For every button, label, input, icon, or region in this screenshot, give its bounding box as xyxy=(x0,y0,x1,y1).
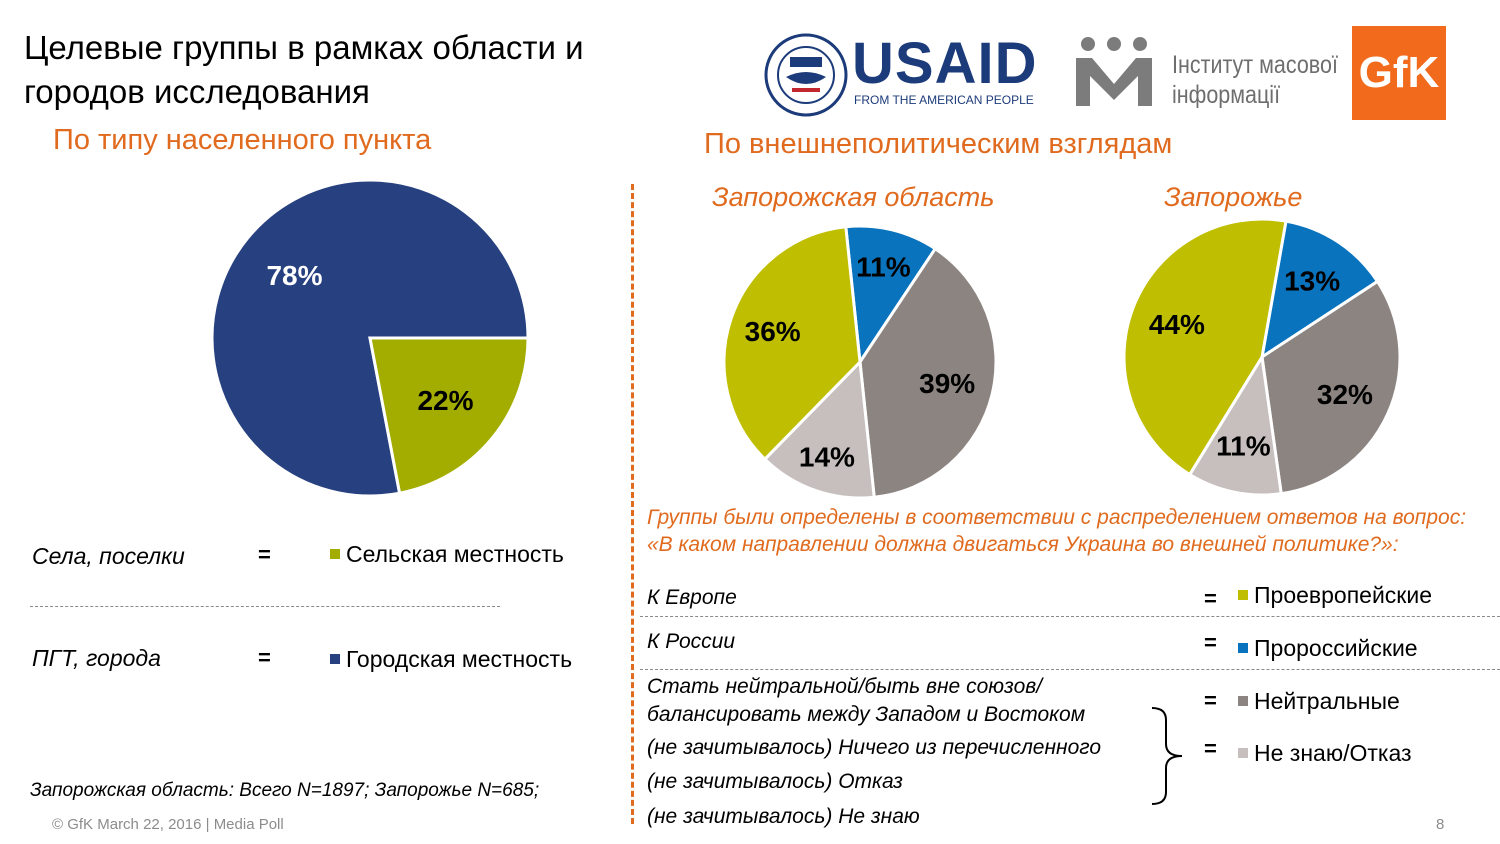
pie-slice xyxy=(210,178,530,498)
left-legend-label-urban: ПГТ, города xyxy=(32,645,161,671)
answer-refusal: (не зачитывалось) Отказ xyxy=(647,770,903,793)
page-number: 8 xyxy=(1436,816,1445,833)
page-title: Целевые группы в рамках области и городо… xyxy=(24,29,584,110)
eq-dk: = xyxy=(1204,736,1217,761)
left-legend-divider xyxy=(30,606,500,607)
pie-value-label: 11% xyxy=(856,251,911,282)
pie-chart-region: 11% 39% 14% 36% xyxy=(722,224,998,500)
pro-ru-swatch xyxy=(1238,643,1248,653)
right-divider-1 xyxy=(640,616,1500,617)
group-dk: Не знаю/Отказ xyxy=(1238,740,1412,767)
pie-chart-city: 13% 32% 11% 44% xyxy=(1122,217,1402,497)
imi-logo-icon xyxy=(1076,37,1152,106)
pie-value-label: 11% xyxy=(1216,431,1271,462)
answer-europe: К Европе xyxy=(647,586,737,609)
pie-title-city: Запорожье xyxy=(1164,182,1303,212)
dk-swatch xyxy=(1238,748,1248,758)
answer-neutral-line1: Стать нейтральной/быть вне союзов/ xyxy=(647,675,1043,698)
pie-slice xyxy=(1259,219,1380,361)
answer-neutral-line2: балансировать между Западом и Востоком xyxy=(647,703,1086,726)
right-divider-2 xyxy=(640,669,1500,670)
left-legend-item-urban: Городская местность xyxy=(330,646,572,673)
neutral-swatch xyxy=(1238,696,1248,706)
footer-text: © GfK March 22, 2016 | Media Poll xyxy=(52,816,284,833)
pie-value-label: 22% xyxy=(417,385,473,416)
group-pro-eu: Проевропейские xyxy=(1238,582,1432,609)
pie-title-region: Запорожская область xyxy=(712,182,995,212)
answer-none: (не зачитывалось) Ничего из перечисленно… xyxy=(647,736,1102,759)
imi-logo xyxy=(1074,36,1154,108)
gfk-logo: GfK xyxy=(1352,26,1446,120)
pie-slice xyxy=(1187,352,1283,497)
eq-pro-ru: = xyxy=(1204,630,1217,655)
pie-slice xyxy=(762,358,876,500)
pie-value-label: 14% xyxy=(799,442,855,473)
sample-note: Запорожская область: Всего N=1897; Запор… xyxy=(30,780,540,801)
pie-chart-settlement: 78% 22% xyxy=(210,178,530,498)
eq-neutral: = xyxy=(1204,688,1217,713)
vertical-divider xyxy=(631,184,634,824)
eq-pro-eu: = xyxy=(1204,586,1217,611)
pie-slice xyxy=(1260,279,1402,496)
answer-dont-know: (не зачитывалось) Не знаю xyxy=(647,805,920,828)
group-pro-ru: Пророссийские xyxy=(1238,635,1418,662)
curly-brace-icon xyxy=(1151,707,1183,805)
left-legend-item-rural: Сельская местность xyxy=(330,541,564,568)
left-legend-eq-rural: = xyxy=(258,542,271,567)
pie-value-label: 13% xyxy=(1284,265,1340,296)
usaid-logo: USAID FROM THE AMERICAN PEOPLE xyxy=(764,33,1056,117)
usaid-seal-icon xyxy=(764,33,848,117)
pie-value-label: 78% xyxy=(266,260,322,291)
left-legend-eq-urban: = xyxy=(258,645,271,670)
right-subtitle: По внешнеполитическим взглядам xyxy=(704,128,1173,160)
pie-slice xyxy=(368,336,530,495)
usaid-tagline: FROM THE AMERICAN PEOPLE xyxy=(854,93,1034,107)
pie-value-label: 44% xyxy=(1149,309,1205,340)
pie-slice xyxy=(1122,217,1288,477)
urban-swatch xyxy=(330,654,340,664)
usaid-name: USAID xyxy=(852,31,1038,96)
pro-eu-swatch xyxy=(1238,590,1248,600)
groups-note: Группы были определены в соответствии с … xyxy=(647,506,1467,556)
pie-slice xyxy=(858,246,998,499)
pie-value-label: 36% xyxy=(745,316,801,347)
pie-slice xyxy=(844,224,938,367)
left-legend-label-rural: Села, поселки xyxy=(32,543,185,569)
pie-slice xyxy=(722,225,862,462)
left-subtitle: По типу населенного пункта xyxy=(53,124,432,156)
imi-name: Інститут масової інформації xyxy=(1172,51,1338,109)
answer-russia: К России xyxy=(647,630,736,653)
group-neutral: Нейтральные xyxy=(1238,688,1400,715)
pie-value-label: 39% xyxy=(919,368,975,399)
rural-swatch xyxy=(330,549,340,559)
pie-value-label: 32% xyxy=(1317,379,1373,410)
